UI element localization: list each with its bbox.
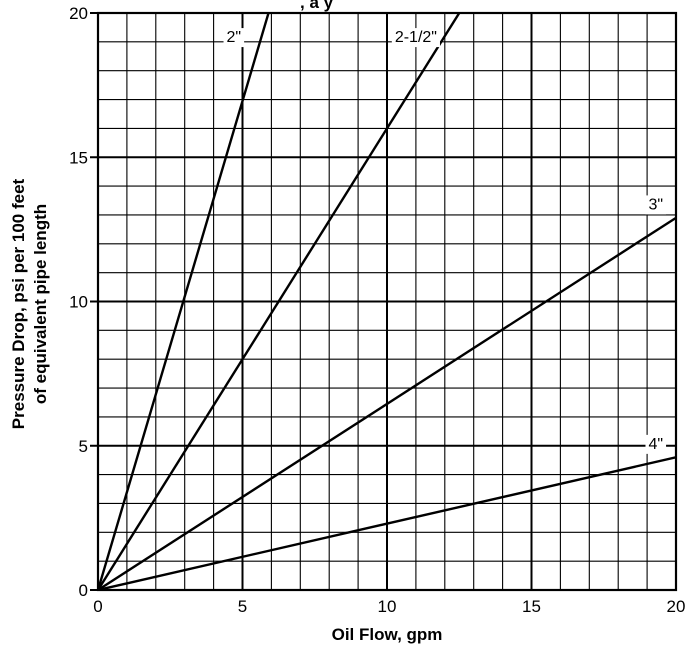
series-line-3 (98, 456, 676, 590)
series-line-2 (98, 216, 676, 590)
chart-top-caption: , a y (300, 0, 334, 12)
series-labels: 2" 2-1/2" 3" 4" (223, 28, 667, 454)
series-label-0: 2" (227, 29, 242, 46)
y-tick-label: 5 (79, 437, 88, 456)
x-tick-label: 10 (378, 597, 397, 616)
y-tick-label: 15 (69, 148, 88, 167)
y-tick-label: 10 (69, 293, 88, 312)
series-lines (98, 13, 676, 590)
series-line-1 (98, 13, 461, 590)
x-tick-label: 0 (93, 597, 102, 616)
y-axis-title-line2: of equivalent pipe length (31, 204, 50, 404)
series-label-1: 2-1/2" (395, 29, 437, 46)
grid (90, 11, 678, 592)
series-line-0 (98, 13, 270, 590)
x-tick-label: 20 (667, 597, 686, 616)
series-label-bg (391, 28, 440, 48)
x-tick-label: 15 (522, 597, 541, 616)
tick-labels: 0 5 10 15 20 0 5 10 15 20 (69, 4, 685, 616)
series-label-3: 4" (648, 436, 663, 453)
series-label-bg (223, 28, 245, 48)
plot-frame (96, 11, 678, 592)
y-axis-title-line1: Pressure Drop, psi per 100 feet (9, 178, 28, 429)
series-label-bg (645, 195, 667, 215)
series-label-2: 3" (648, 196, 663, 213)
series-label-bg (645, 434, 667, 454)
y-tick-label: 20 (69, 4, 88, 23)
x-axis-title: Oil Flow, gpm (332, 625, 443, 644)
x-tick-label: 5 (238, 597, 247, 616)
y-tick-label: 0 (79, 581, 88, 600)
